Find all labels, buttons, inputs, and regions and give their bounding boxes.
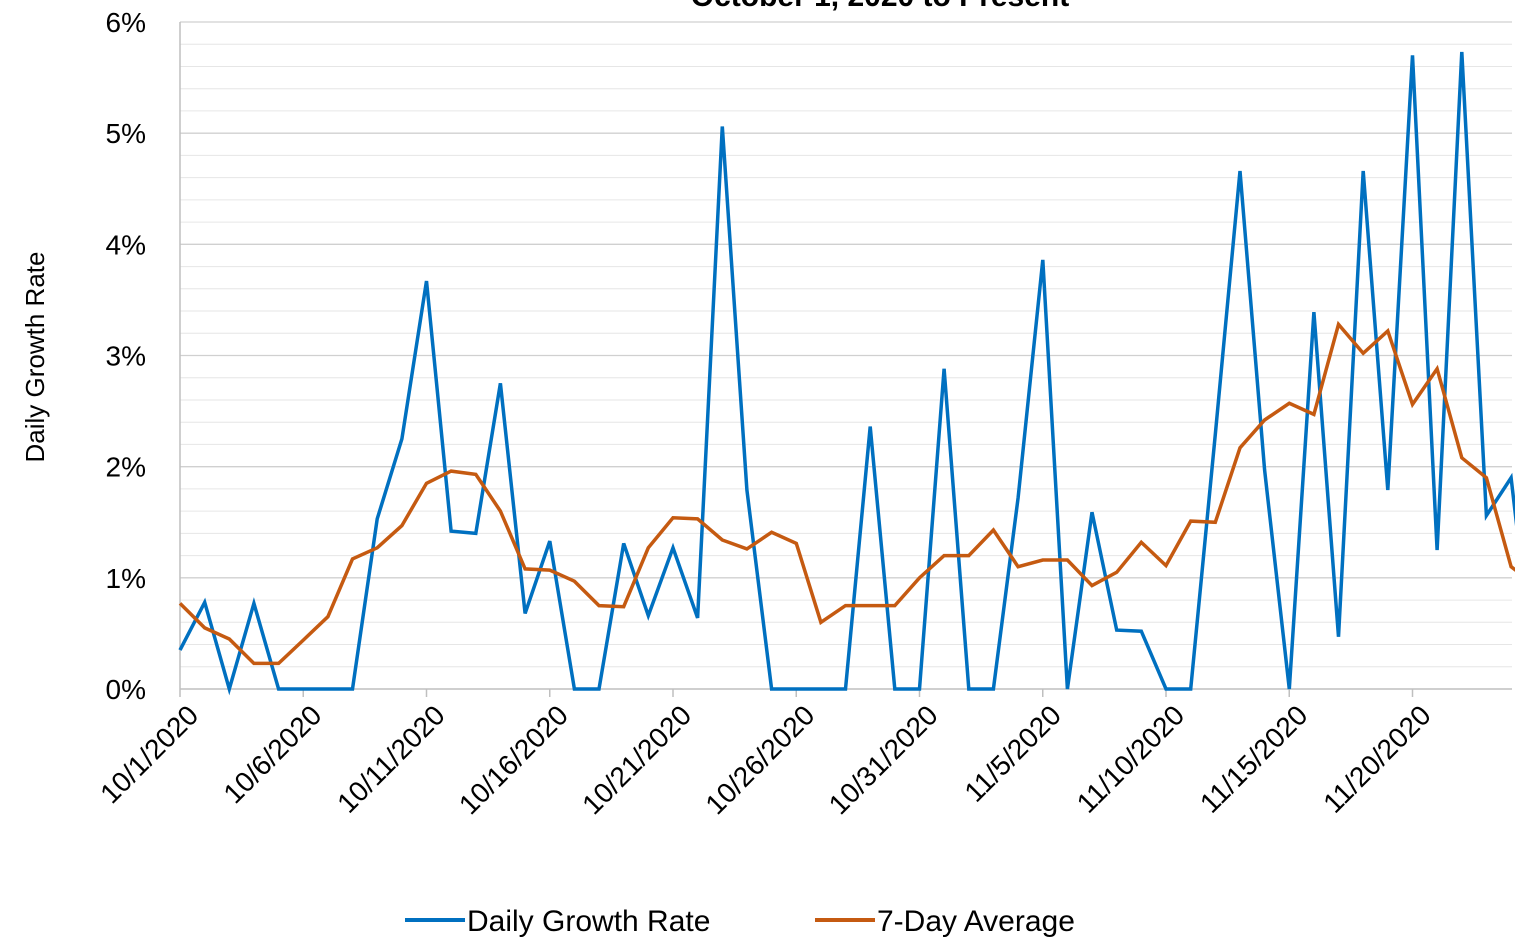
y-tick-label: 5% bbox=[106, 118, 146, 149]
x-tick-label: 10/16/2020 bbox=[453, 699, 574, 820]
legend-label-daily-growth-rate: Daily Growth Rate bbox=[467, 905, 710, 938]
y-tick-label: 1% bbox=[106, 563, 146, 594]
legend-item-daily-growth-rate: Daily Growth Rate bbox=[405, 905, 710, 938]
y-axis-ticks: 0% 1% 2% 3% 4% 5% 6% bbox=[106, 7, 146, 705]
major-gridlines bbox=[180, 21, 1512, 579]
x-tick-label: 10/11/2020 bbox=[331, 699, 451, 819]
x-tick-label: 11/10/2020 bbox=[1071, 699, 1191, 819]
x-tick-label: 11/15/2020 bbox=[1194, 699, 1314, 819]
y-tick-label: 0% bbox=[106, 674, 146, 705]
series-lines bbox=[178, 51, 1515, 696]
x-tick-label: 10/26/2020 bbox=[699, 699, 820, 820]
x-tick-label: 11/5/2020 bbox=[958, 699, 1067, 808]
y-axis-title: Daily Growth Rate bbox=[20, 252, 50, 463]
legend: Daily Growth Rate 7-Day Average bbox=[405, 905, 1075, 938]
x-tick-label: 10/31/2020 bbox=[823, 699, 944, 820]
series-line-daily-growth-rate bbox=[178, 51, 1515, 696]
y-tick-label: 3% bbox=[106, 341, 146, 372]
x-axis-ticks: 10/1/2020 10/6/2020 10/11/2020 10/16/2020 10… bbox=[94, 689, 1437, 820]
y-tick-label: 2% bbox=[106, 452, 146, 483]
x-tick-label: 11/20/2020 bbox=[1317, 699, 1437, 819]
legend-item-7-day-average: 7-Day Average bbox=[815, 905, 1075, 938]
x-tick-label: 10/1/2020 bbox=[94, 699, 204, 809]
chart-title: October 1, 2020 to Present bbox=[691, 0, 1070, 13]
x-tick-label: 10/6/2020 bbox=[217, 699, 327, 809]
y-tick-label: 6% bbox=[106, 7, 146, 38]
x-tick-label: 10/21/2020 bbox=[576, 699, 697, 820]
legend-label-7-day-average: 7-Day Average bbox=[877, 905, 1075, 938]
y-tick-label: 4% bbox=[106, 229, 146, 260]
series-line-7-day-average bbox=[178, 320, 1515, 666]
